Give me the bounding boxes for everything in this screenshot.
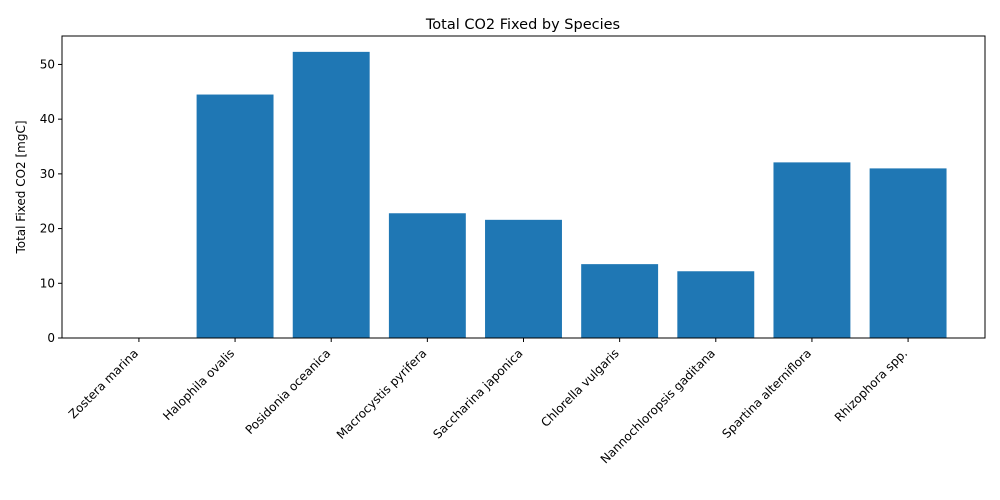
x-tick-label: Macrocystis pyrifera: [334, 346, 430, 442]
x-tick-label: Rhizophora spp.: [832, 346, 910, 424]
bar: [292, 51, 370, 339]
x-tick-label: Saccharina japonica: [430, 346, 525, 441]
chart-title: Total CO2 Fixed by Species: [425, 17, 620, 33]
x-tick-label: Halophila ovalis: [160, 346, 237, 423]
bar: [388, 213, 466, 338]
x-tick-label: Chlorella vulgaris: [538, 346, 622, 430]
y-tick-label: 10: [40, 276, 55, 290]
bar: [196, 94, 274, 338]
x-tick-label: Spartina alterniflora: [719, 346, 814, 441]
bar: [581, 264, 659, 338]
bar: [773, 162, 851, 338]
y-axis-title: Total Fixed CO2 [mgC]: [14, 120, 28, 254]
x-tick-label: Nannochloropsis gaditana: [598, 346, 718, 466]
y-tick-label: 20: [40, 222, 55, 236]
bar: [485, 219, 562, 338]
plot-area: 0 10 20 30 40 50 Zostera marina Halophila ovali…: [40, 35, 986, 466]
y-tick-label: 50: [40, 57, 55, 71]
x-tick-label: Posidonia oceanica: [243, 346, 334, 437]
y-tick-label: 30: [40, 167, 55, 181]
x-tick-label: Zostera marina: [66, 346, 141, 421]
y-tick-label: 0: [47, 331, 55, 345]
y-tick-label: 40: [40, 112, 55, 126]
bar: [869, 168, 947, 338]
bar: [677, 271, 755, 338]
plot-frame: [61, 35, 986, 339]
